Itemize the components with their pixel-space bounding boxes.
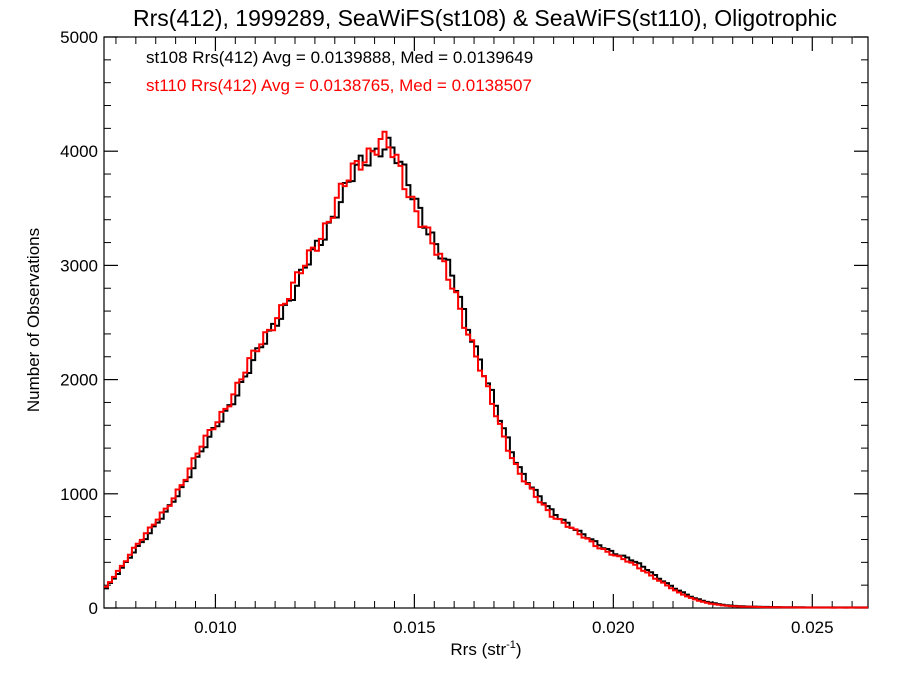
stats-annotation-st108: st108 Rrs(412) Avg = 0.0139888, Med = 0.…: [146, 48, 533, 67]
x-tick-labels: 0.010 0.015 0.020 0.025: [194, 618, 833, 637]
y-tick-label: 2000: [60, 371, 98, 390]
x-tick-label: 0.010: [194, 618, 237, 637]
chart-title: Rrs(412), 1999289, SeaWiFS(st108) & SeaW…: [133, 5, 837, 31]
stats-annotation-st110: st110 Rrs(412) Avg = 0.0138765, Med = 0.…: [146, 76, 532, 95]
y-tick-label: 3000: [60, 256, 98, 275]
x-axis-label-close: ): [516, 640, 522, 659]
x-axis-label-main: Rrs (str: [450, 640, 506, 659]
x-axis-label-superscript: -1: [506, 639, 516, 651]
x-axis-label: Rrs (str-1): [450, 639, 521, 659]
tick-marks: [104, 36, 868, 609]
series-line-st110: [104, 130, 868, 609]
y-tick-label: 1000: [60, 485, 98, 504]
x-tick-label: 0.025: [791, 618, 834, 637]
x-tick-label: 0.015: [393, 618, 436, 637]
y-tick-labels: 0 1000 2000 3000 4000 5000: [60, 28, 98, 618]
y-tick-label: 4000: [60, 142, 98, 161]
y-tick-label: 0: [89, 599, 98, 618]
plot-frame: [103, 36, 869, 609]
y-tick-label: 5000: [60, 28, 98, 47]
histogram-series: [104, 130, 868, 609]
x-tick-label: 0.020: [592, 618, 635, 637]
series-line-st108: [104, 136, 868, 609]
y-axis-label: Number of Observations: [24, 228, 43, 412]
